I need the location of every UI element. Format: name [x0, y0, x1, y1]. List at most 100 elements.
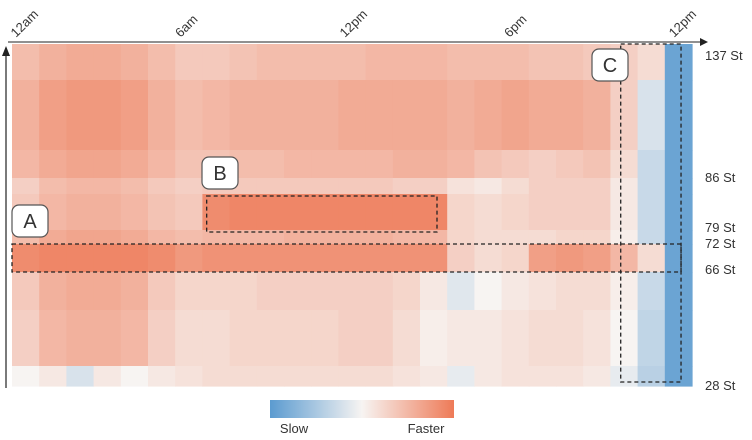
y-tick-label: 66 St	[705, 262, 736, 277]
heatmap-cell	[637, 272, 666, 311]
heatmap-cell	[256, 244, 285, 273]
heatmap-cell	[420, 244, 448, 273]
heatmap-cell	[39, 80, 67, 151]
heatmap-cell	[284, 272, 312, 311]
heatmap-cell	[556, 230, 584, 245]
heatmap-cell	[556, 194, 584, 231]
heatmap-cell	[583, 230, 611, 245]
heatmap-cell	[202, 80, 231, 151]
heatmap-cell	[256, 44, 285, 81]
heatmap-cell	[148, 194, 176, 231]
heatmap-cell	[420, 310, 448, 367]
heatmap-cell	[311, 194, 339, 231]
heatmap-cell	[175, 272, 203, 311]
heatmap-cell	[610, 230, 639, 245]
heatmap-cell	[501, 80, 530, 151]
heatmap-cell	[365, 244, 394, 273]
heatmap-cell	[120, 80, 149, 151]
heatmap-cell	[229, 272, 258, 311]
heatmap-cell	[501, 230, 530, 245]
heatmap-cell	[474, 194, 503, 231]
heatmap-cell	[120, 150, 149, 179]
y-tick-label: 72 St	[705, 236, 736, 251]
heatmap-cell	[175, 80, 203, 151]
heatmap-cell	[284, 310, 312, 367]
heatmap-cell	[148, 44, 176, 81]
heatmap-cell	[664, 272, 693, 311]
heatmap-cell	[229, 244, 258, 273]
heatmap-cell	[202, 194, 231, 231]
heatmap-cell	[256, 272, 285, 311]
heatmap-cell	[12, 44, 40, 81]
heatmap-cell	[556, 80, 584, 151]
heatmap-cell	[256, 150, 285, 179]
colorbar-high-label: Faster	[408, 421, 446, 436]
heatmap-cell	[148, 366, 176, 387]
heatmap-cell	[311, 244, 339, 273]
annotation-boxes: A B C	[11, 43, 682, 383]
heatmap-cell	[501, 178, 530, 195]
heatmap-cell	[501, 44, 530, 81]
heatmap-cell	[66, 310, 95, 367]
heatmap-cell	[365, 230, 394, 245]
heatmap-cell	[474, 44, 503, 81]
heatmap-cell	[610, 310, 639, 367]
colorbar-low-label: Slow	[280, 421, 309, 436]
heatmap-cell	[338, 366, 367, 387]
annotation-label: A	[23, 211, 37, 233]
heatmap-cell	[311, 150, 339, 179]
heatmap-cell	[474, 310, 503, 367]
heatmap-cell	[12, 150, 40, 179]
heatmap-cell	[175, 178, 203, 195]
heatmap-cell	[120, 44, 149, 81]
x-tick-label: 6am	[172, 12, 200, 40]
heatmap-cell	[66, 366, 95, 387]
heatmap-cell	[528, 178, 557, 195]
heatmap-cell	[12, 366, 40, 387]
heatmap-cell	[12, 178, 40, 195]
heatmap-cell	[447, 244, 475, 273]
heatmap-cell	[447, 310, 475, 367]
heatmap-cell	[528, 230, 557, 245]
heatmap-cell	[284, 230, 312, 245]
heatmap-cell	[338, 272, 367, 311]
heatmap-cell	[284, 178, 312, 195]
heatmap-cell	[420, 366, 448, 387]
heatmap-cell	[556, 178, 584, 195]
heatmap-cell	[229, 80, 258, 151]
heatmap-cell	[664, 178, 693, 195]
heatmap-cell	[420, 150, 448, 179]
heatmap-cell	[501, 244, 530, 273]
heatmap-cell	[93, 272, 122, 311]
heatmap-cell	[528, 150, 557, 179]
heatmap-cell	[39, 244, 67, 273]
heatmap-cell	[148, 272, 176, 311]
heatmap-cell	[637, 80, 666, 151]
heatmap-cell	[148, 230, 176, 245]
heatmap-cell	[392, 244, 421, 273]
heatmap-cell	[39, 178, 67, 195]
heatmap-cell	[256, 178, 285, 195]
heatmap-cell	[447, 194, 475, 231]
heatmap-cell	[583, 310, 611, 367]
heatmap-cell	[66, 244, 95, 273]
heatmap-cell	[229, 194, 258, 231]
heatmap-cell	[420, 272, 448, 311]
heatmap-cell	[556, 150, 584, 179]
heatmap-cell	[447, 150, 475, 179]
x-axis-arrow-icon	[700, 38, 708, 46]
heatmap-cell	[120, 194, 149, 231]
heatmap-cell	[501, 194, 530, 231]
heatmap-cell	[365, 178, 394, 195]
heatmap-cell	[202, 310, 231, 367]
y-tick-label: 86 St	[705, 170, 736, 185]
heatmap-cell	[474, 244, 503, 273]
heatmap-cell	[637, 310, 666, 367]
heatmap-cell	[148, 150, 176, 179]
heatmap-cell	[284, 44, 312, 81]
heatmap-cell	[120, 230, 149, 245]
heatmap-cell	[338, 194, 367, 231]
heatmap-cell	[284, 366, 312, 387]
heatmap-cell	[583, 272, 611, 311]
